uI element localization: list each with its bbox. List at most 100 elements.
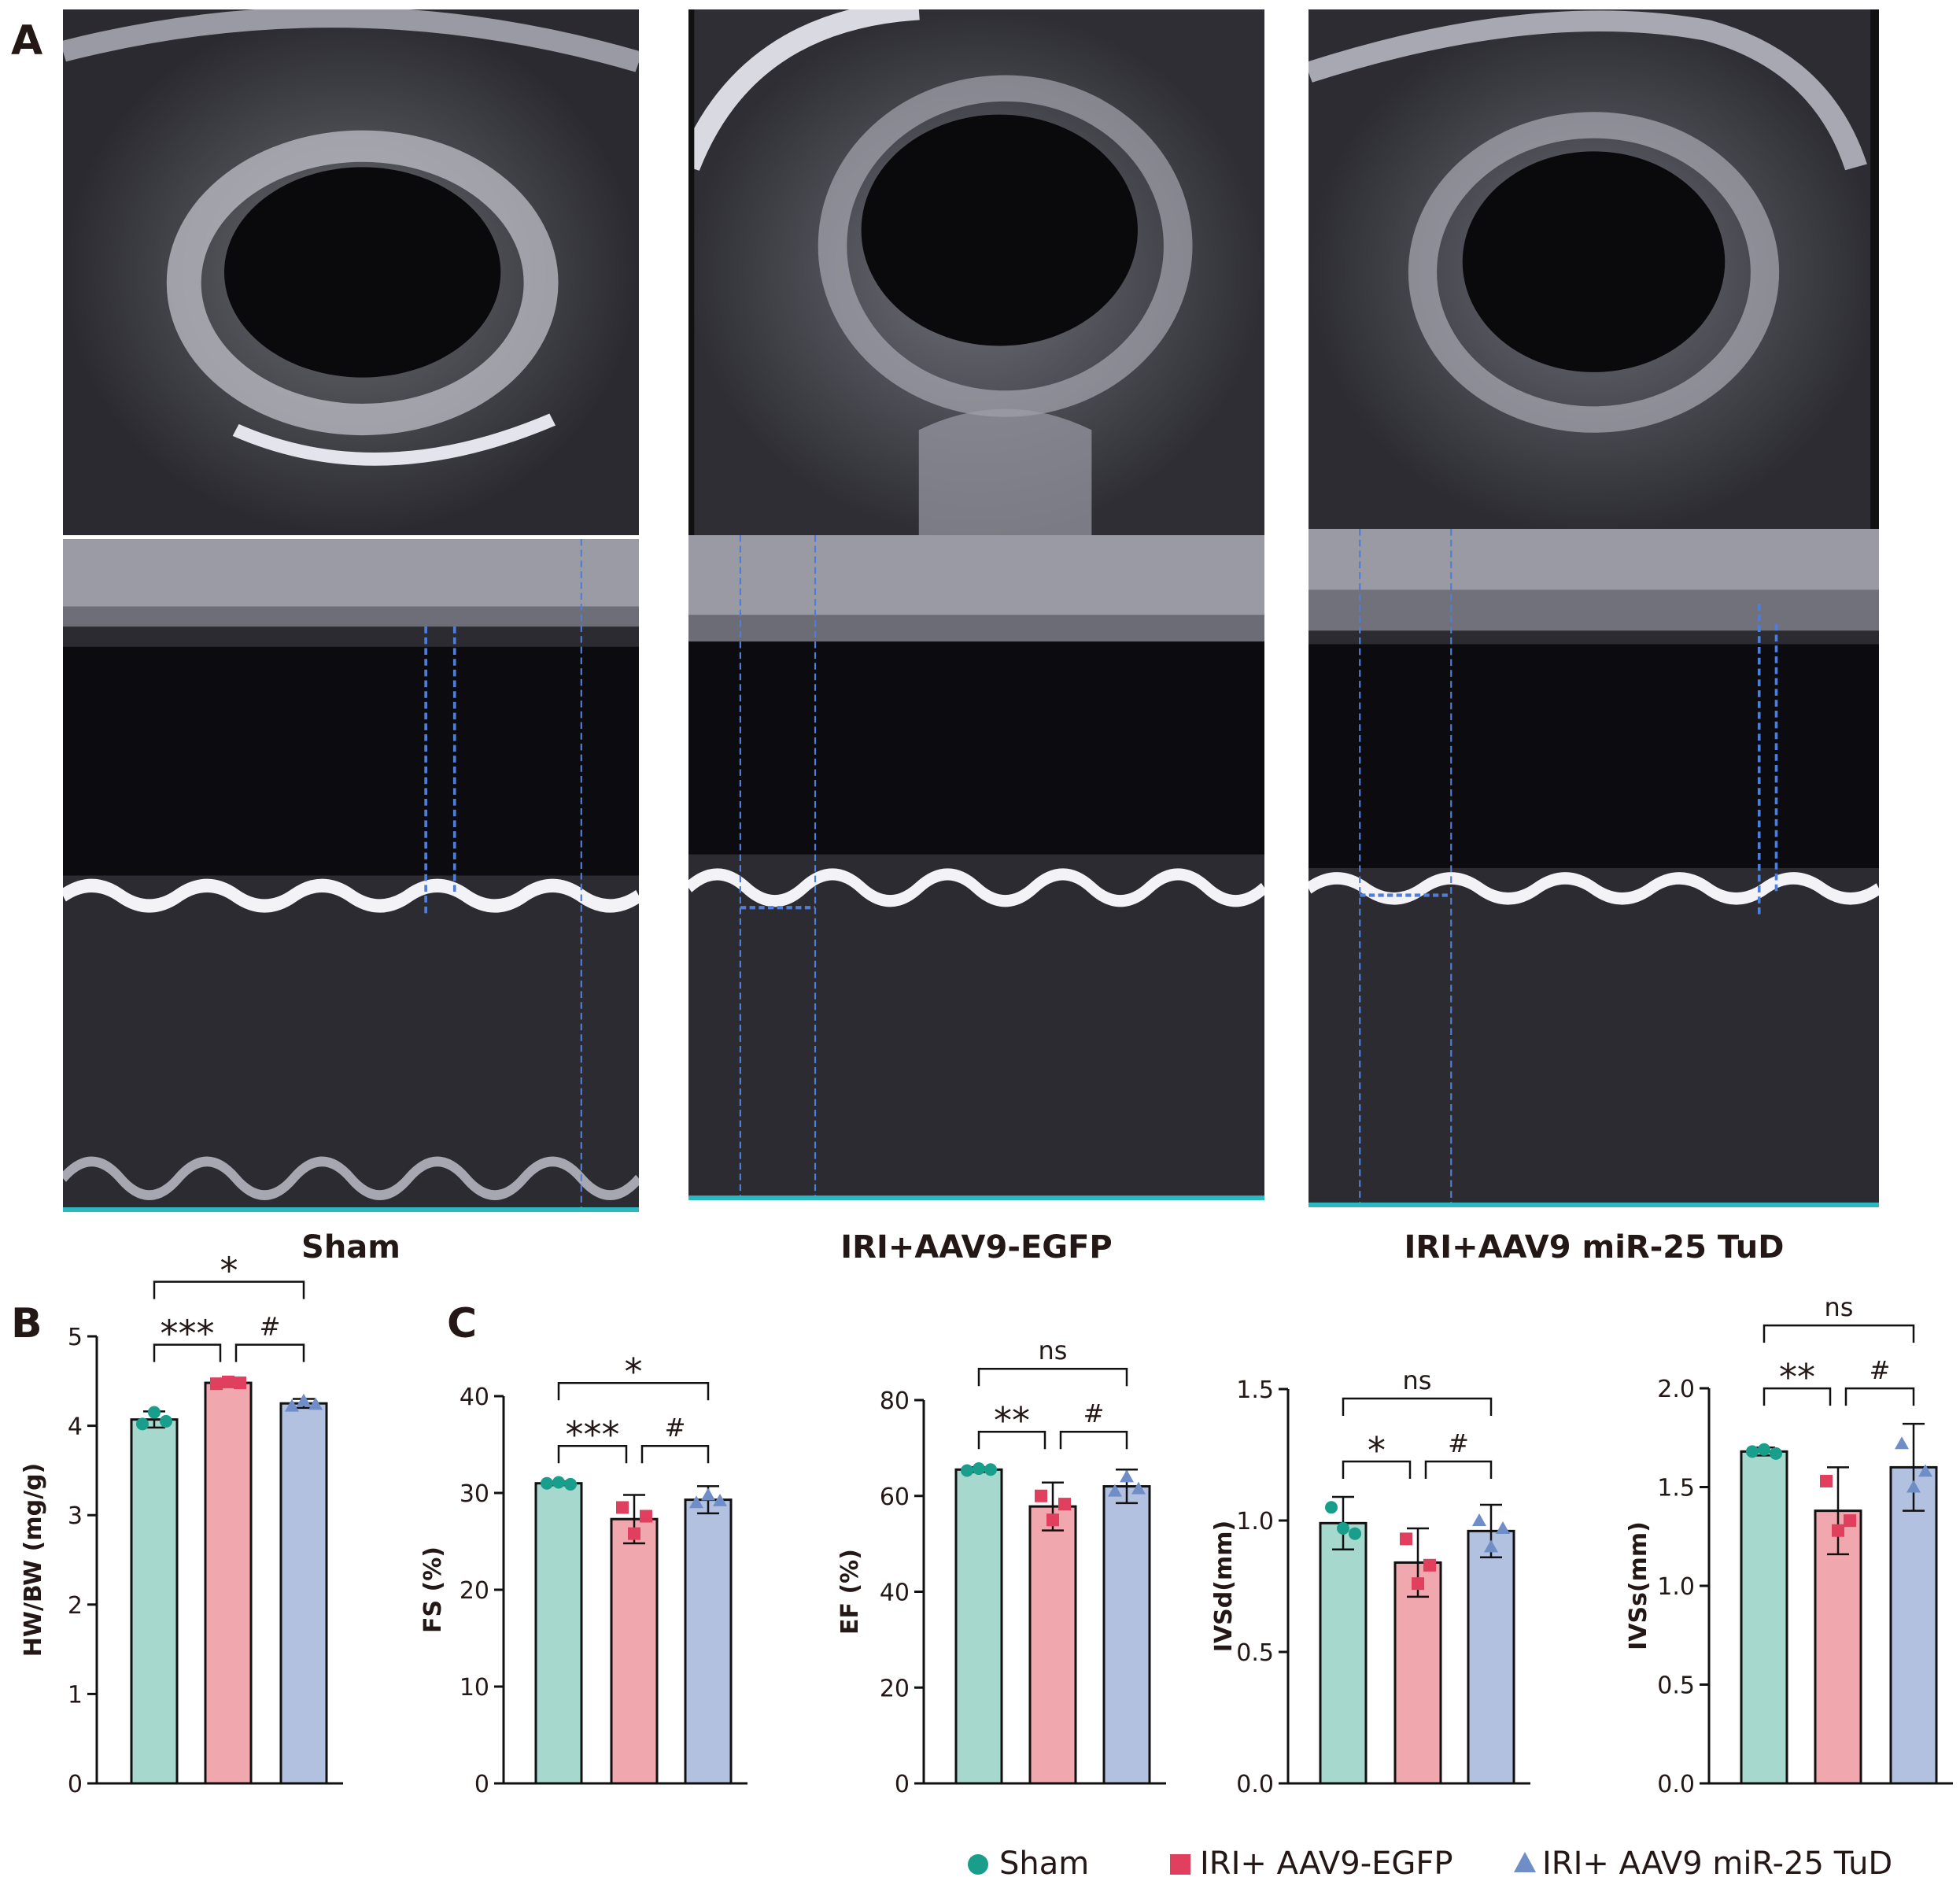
- significance-bracket: [557, 1444, 628, 1464]
- panel-letter-c: C: [447, 1300, 478, 1347]
- data-point: [148, 1406, 161, 1419]
- significance-bracket: [153, 1280, 305, 1299]
- data-point: [1746, 1445, 1759, 1458]
- y-axis-label: IVSd(mm): [1210, 1521, 1238, 1652]
- significance-bracket: [1763, 1387, 1832, 1406]
- significance-label: *: [220, 1250, 238, 1292]
- significance-bracket: [640, 1444, 710, 1464]
- y-axis-label: IVSs(mm): [1625, 1521, 1652, 1650]
- bar: [610, 1517, 659, 1785]
- chart-4: 0.0 0.5 1.0 1.5 2.0 IVSs(mm) ** # ns: [1625, 1292, 1953, 1798]
- significance-bracket: [1763, 1324, 1915, 1343]
- significance-bracket: [1844, 1387, 1915, 1406]
- data-point: [1895, 1436, 1909, 1450]
- data-point: [1820, 1474, 1833, 1487]
- y-tick-label: 2.0: [1657, 1376, 1695, 1403]
- y-tick-label: 0.0: [1236, 1771, 1274, 1798]
- y-tick-label: 40: [880, 1580, 910, 1607]
- data-point: [1058, 1498, 1071, 1511]
- data-point: [234, 1376, 246, 1390]
- y-tick-label: 0.0: [1657, 1771, 1695, 1798]
- data-point: [297, 1393, 311, 1406]
- significance-label: **: [1779, 1356, 1815, 1399]
- data-point: [1832, 1524, 1844, 1537]
- significance-label: #: [260, 1312, 281, 1342]
- significance-bracket: [1342, 1397, 1493, 1416]
- bar: [534, 1482, 583, 1785]
- significance-label: #: [665, 1413, 686, 1443]
- data-point: [1758, 1443, 1770, 1456]
- data-point: [1423, 1558, 1436, 1572]
- data-point: [1496, 1521, 1510, 1535]
- data-point: [1484, 1539, 1498, 1553]
- significance-label: **: [994, 1399, 1030, 1442]
- legend-label-tud: IRI+ AAV9 miR-25 TuD: [1542, 1846, 1893, 1882]
- y-tick-label: 0.5: [1236, 1639, 1274, 1667]
- significance-label: ns: [1403, 1365, 1432, 1395]
- y-tick-label: 1.0: [1236, 1508, 1274, 1535]
- y-tick-label: 0: [68, 1771, 83, 1798]
- data-point: [1131, 1481, 1146, 1495]
- data-point: [1770, 1447, 1782, 1460]
- echo-mmode-tud: [1309, 529, 1879, 1207]
- bar: [1740, 1450, 1788, 1785]
- significance-label: #: [1083, 1399, 1105, 1428]
- y-axis-label: FS (%): [419, 1546, 447, 1633]
- data-point: [222, 1375, 234, 1388]
- y-tick-label: 5: [68, 1324, 83, 1351]
- data-point: [713, 1493, 727, 1506]
- chart-3: 0.0 0.5 1.0 1.5 IVSd(mm) * # ns: [1210, 1365, 1530, 1798]
- data-point: [1035, 1489, 1047, 1502]
- significance-label: ns: [1825, 1292, 1854, 1322]
- y-tick-label: 10: [460, 1674, 489, 1702]
- chart-0: 0 1 2 3 4 5 HW/BW (mg/g) *** # *: [20, 1250, 343, 1798]
- bar: [1467, 1529, 1515, 1785]
- y-axis-label: EF (%): [836, 1549, 864, 1635]
- data-point: [628, 1527, 640, 1540]
- y-tick-label: 0.5: [1657, 1672, 1695, 1700]
- data-point: [285, 1399, 299, 1412]
- data-point: [961, 1464, 973, 1477]
- significance-bracket: [977, 1367, 1128, 1387]
- group-label-egfp: IRI+AAV9-EGFP: [840, 1229, 1113, 1266]
- data-point: [640, 1509, 652, 1523]
- significance-label: ns: [1039, 1336, 1068, 1365]
- y-tick-label: 1.5: [1236, 1376, 1274, 1404]
- y-tick-label: 1.0: [1657, 1573, 1695, 1601]
- y-tick-label: 1: [68, 1681, 83, 1709]
- legend-marker-tud: [1514, 1852, 1536, 1872]
- data-point: [984, 1463, 997, 1476]
- bar: [279, 1402, 328, 1785]
- group-label-sham: Sham: [301, 1229, 400, 1266]
- significance-bracket: [1424, 1460, 1493, 1479]
- y-tick-label: 0: [474, 1771, 489, 1798]
- data-point: [552, 1476, 565, 1489]
- echo-bmode-egfp: [688, 9, 1264, 535]
- y-tick-label: 4: [68, 1413, 83, 1441]
- data-point: [1472, 1513, 1486, 1526]
- data-point: [689, 1495, 703, 1509]
- significance-bracket: [977, 1430, 1046, 1450]
- data-point: [1325, 1501, 1338, 1514]
- data-point: [136, 1417, 149, 1431]
- legend-label-egfp: IRI+ AAV9-EGFP: [1200, 1846, 1453, 1882]
- significance-label: ***: [161, 1313, 215, 1355]
- significance-bracket: [153, 1343, 222, 1362]
- bar: [130, 1418, 179, 1785]
- bar: [1028, 1505, 1077, 1785]
- significance-label: ***: [566, 1413, 620, 1456]
- y-tick-label: 60: [880, 1484, 910, 1511]
- y-tick-label: 80: [880, 1388, 910, 1415]
- data-point: [564, 1477, 577, 1491]
- data-point: [1412, 1577, 1424, 1591]
- significance-bracket: [1342, 1460, 1412, 1479]
- legend-marker-sham: [968, 1854, 988, 1875]
- legend: Sham IRI+ AAV9-EGFP IRI+ AAV9 miR-25 TuD: [964, 1846, 1955, 1893]
- data-point: [160, 1414, 172, 1428]
- y-axis-label: HW/BW (mg/g): [20, 1463, 47, 1657]
- chart-1: 0 10 20 30 40 FS (%) *** # *: [419, 1351, 747, 1798]
- significance-label: #: [1870, 1355, 1891, 1385]
- data-point: [210, 1377, 223, 1391]
- y-tick-label: 1.5: [1657, 1475, 1695, 1502]
